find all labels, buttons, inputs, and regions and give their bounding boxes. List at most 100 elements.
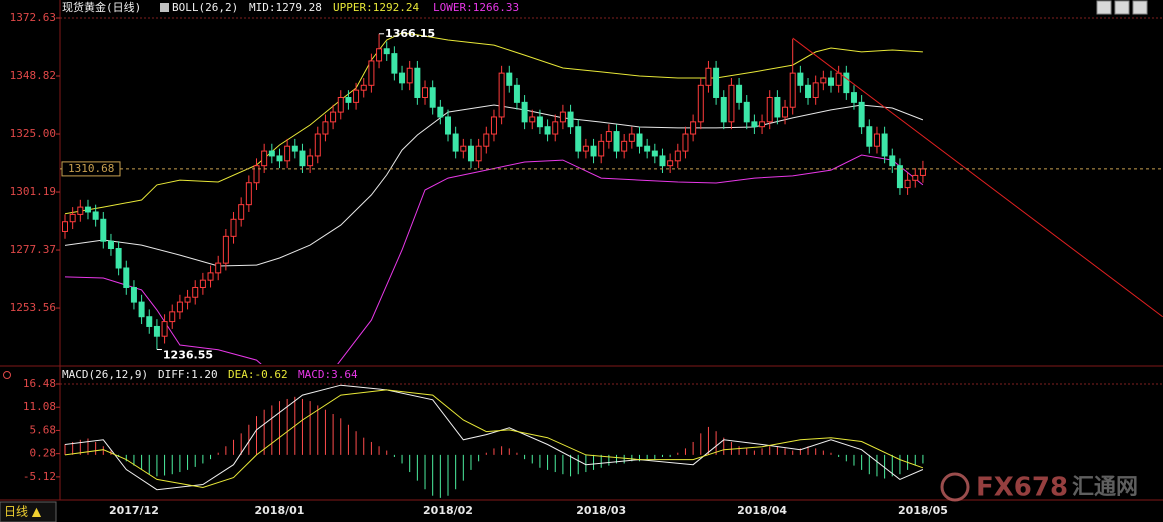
candle-body — [276, 155, 283, 162]
candle-body — [238, 204, 245, 220]
last-price-box — [61, 161, 121, 177]
candle-body — [207, 272, 214, 281]
candle-body — [261, 150, 268, 167]
candle-body — [376, 48, 383, 62]
candle-body — [483, 133, 490, 147]
y-tick-label: 1348.82 — [10, 69, 56, 82]
candle-body — [552, 121, 559, 135]
trendline — [792, 37, 1163, 318]
candle-body — [690, 121, 697, 135]
candle-body — [414, 67, 421, 98]
x-tick-label: 2018/01 — [255, 504, 305, 517]
indicator-icon — [160, 3, 169, 12]
candle-body — [843, 72, 850, 94]
candle-body — [77, 206, 84, 215]
candle-body — [437, 106, 444, 118]
candle-body — [184, 296, 191, 303]
candle-body — [912, 174, 919, 181]
panel-icon[interactable] — [3, 371, 11, 379]
candle-body — [192, 286, 199, 298]
button[interactable] — [1114, 0, 1130, 15]
candle-body — [383, 48, 390, 55]
candle-body — [789, 72, 796, 108]
candle-body — [284, 145, 291, 162]
macd-plot — [64, 384, 924, 498]
candle-body — [445, 116, 451, 135]
candle-body — [582, 145, 589, 152]
candle-body — [536, 116, 543, 128]
candle-body — [728, 84, 735, 123]
candle-body — [406, 67, 413, 84]
price-plot — [62, 32, 1163, 364]
candle-body — [92, 211, 99, 220]
candle-body — [697, 84, 704, 123]
candle-body — [659, 155, 666, 167]
candle-body — [705, 67, 712, 86]
candle-body — [498, 72, 505, 118]
macd-line — [64, 384, 924, 491]
candle-body — [751, 121, 758, 128]
button[interactable] — [1132, 0, 1148, 15]
y-tick-label: 1253.56 — [10, 301, 56, 314]
candle-body — [84, 206, 91, 213]
candle-body — [904, 179, 911, 189]
candle-body — [115, 248, 122, 269]
candle-body — [230, 218, 237, 237]
candle-body — [567, 111, 574, 128]
candle-body — [881, 133, 888, 157]
watermark: FX678 — [976, 473, 1068, 503]
candle-body — [636, 133, 643, 147]
candle-body — [506, 72, 513, 86]
candle-body — [598, 140, 605, 157]
candle-body — [513, 84, 520, 103]
period-tab-label[interactable]: 日线 ▲ — [4, 505, 42, 519]
button[interactable] — [1096, 0, 1112, 15]
candle-body — [130, 286, 137, 303]
candle-body — [169, 311, 176, 323]
candle-body — [330, 111, 337, 123]
candle-body — [475, 145, 482, 162]
candle-body — [805, 84, 812, 98]
candle-body — [460, 145, 467, 152]
candle-body — [766, 96, 773, 123]
candle-body — [337, 96, 344, 113]
candle-body — [521, 101, 528, 123]
candle-body — [107, 240, 114, 250]
candle-body — [590, 145, 597, 157]
candle-body — [759, 121, 766, 128]
period-tab[interactable] — [0, 501, 57, 522]
candle-body — [176, 301, 183, 313]
candle-body — [858, 101, 865, 128]
candle-body — [429, 87, 436, 108]
y-tick-label: 0.28 — [30, 447, 57, 460]
candle-body — [828, 77, 834, 86]
window-buttons[interactable] — [1096, 0, 1148, 15]
candle-body — [62, 221, 68, 232]
macd-title: MACD(26,12,9) — [62, 368, 148, 381]
boll-line — [64, 154, 924, 364]
candle-body — [452, 133, 459, 152]
candle-body — [422, 87, 429, 98]
candle-body — [123, 267, 130, 288]
y-tick-label: 1277.37 — [10, 243, 56, 256]
candle-body — [399, 72, 406, 84]
candle-body — [797, 72, 804, 86]
annotation: 1236.55 — [163, 348, 213, 361]
candle-body — [161, 321, 168, 337]
candle-body — [889, 155, 896, 167]
candle-body — [774, 96, 781, 118]
x-tick-label: 2017/12 — [109, 504, 159, 517]
candle-body — [529, 116, 536, 123]
last-price-label: 1310.68 — [68, 162, 114, 175]
candle-body — [782, 106, 789, 118]
indicator-value: UPPER:1292.24 — [333, 1, 419, 14]
candle-body — [674, 150, 681, 162]
candle-body — [613, 131, 620, 152]
candle-body — [100, 218, 107, 242]
candle-body — [720, 96, 727, 123]
candle-body — [850, 92, 857, 103]
candle-body — [605, 131, 612, 142]
candle-body — [743, 101, 750, 123]
